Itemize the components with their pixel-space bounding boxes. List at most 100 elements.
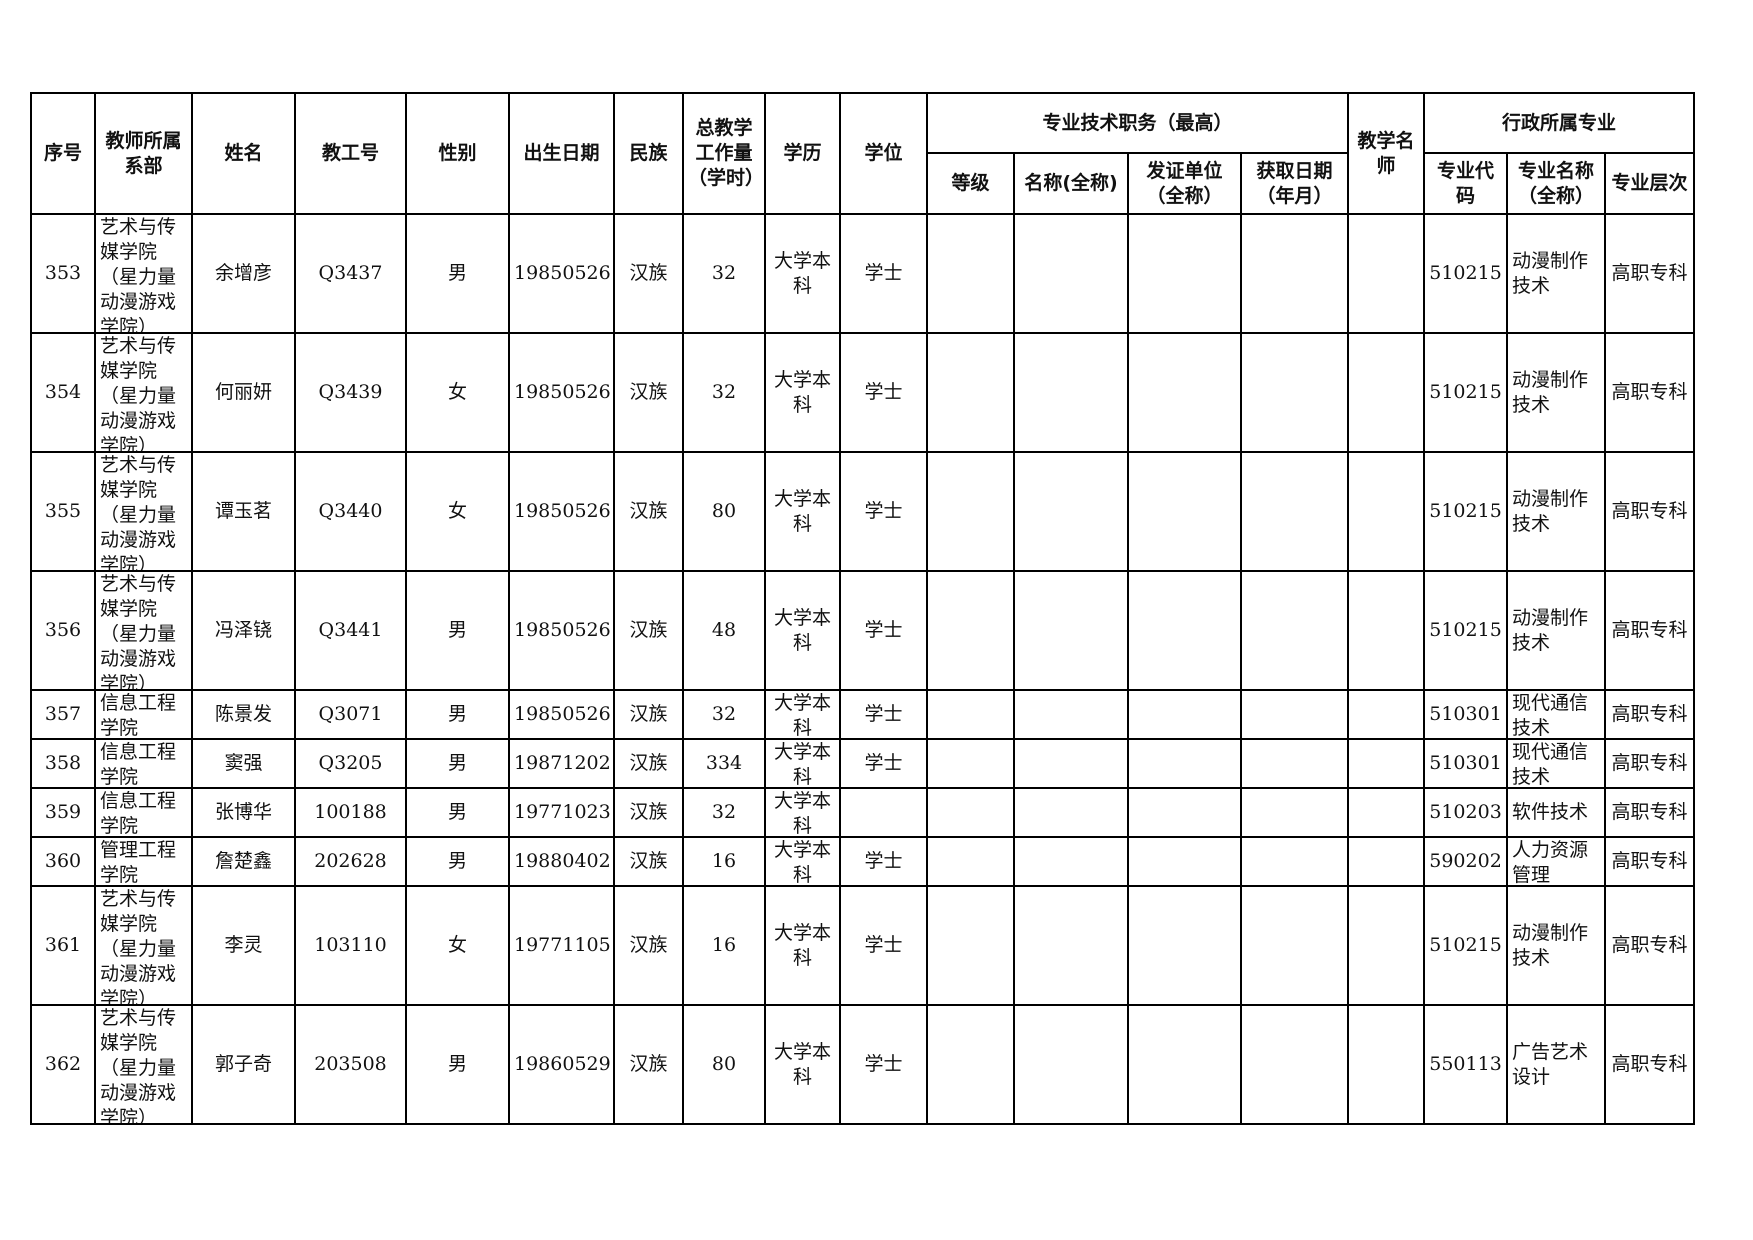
- header-birth: 出生日期: [508, 92, 615, 215]
- cell-title-level: [926, 451, 1015, 572]
- dept-text: 信息工程学院: [100, 741, 177, 787]
- education-text: 大学本科: [773, 249, 831, 297]
- cell-education: 大学本科: [764, 451, 841, 572]
- dept-text: 艺术与传媒学院（星力量动漫游戏学院）: [100, 888, 177, 1004]
- name-text: 陈景发: [214, 703, 272, 725]
- ethnicity-text: 汉族: [629, 934, 668, 956]
- cell-education: 大学本科: [764, 836, 841, 887]
- staff-id-text: Q3441: [318, 619, 383, 641]
- workload-text: 32: [711, 381, 737, 403]
- cell-major-name: 现代通信技术: [1506, 738, 1607, 789]
- cell-title-level: [926, 213, 1015, 334]
- cell-degree: 学士: [839, 332, 928, 453]
- header-dept: 教师所属系部: [94, 92, 193, 215]
- cell-title-issuer: [1127, 1004, 1242, 1125]
- cell-major-level: 高职专科: [1604, 787, 1696, 838]
- birth-text: 19771105: [514, 934, 611, 956]
- cell-gender: 男: [405, 1004, 510, 1125]
- cell-birth: 19771105: [508, 885, 615, 1006]
- cell-seq: 362: [30, 1004, 96, 1125]
- table-row: 360 管理工程学院 詹楚鑫 202628 男 19880402 汉族 16 大学本科 学士 590…: [30, 836, 1696, 887]
- cell-birth: 19850526: [508, 451, 615, 572]
- major-name-text: 现代通信技术: [1512, 692, 1589, 738]
- major-code-text: 510215: [1429, 262, 1502, 284]
- cell-major-name: 软件技术: [1506, 787, 1607, 838]
- cell-birth: 19860529: [508, 1004, 615, 1125]
- cell-staff-id: 202628: [294, 836, 407, 887]
- major-level-text: 高职专科: [1611, 262, 1688, 284]
- cell-seq: 360: [30, 836, 96, 887]
- cell-title-date: [1239, 451, 1350, 572]
- major-level-text: 高职专科: [1611, 801, 1688, 823]
- cell-famous-teacher: [1347, 213, 1426, 334]
- major-name-text: 动漫制作技术: [1512, 487, 1589, 535]
- degree-text: 学士: [864, 1053, 903, 1075]
- cell-education: 大学本科: [764, 787, 841, 838]
- staff-id-text: Q3440: [318, 500, 383, 522]
- cell-major-level: 高职专科: [1604, 332, 1696, 453]
- header-title-group: 专业技术职务（最高）: [925, 92, 1350, 154]
- staff-id-text: Q3205: [318, 752, 383, 774]
- cell-dept: 艺术与传媒学院（星力量动漫游戏学院）: [94, 570, 193, 691]
- workload-text: 32: [711, 801, 737, 823]
- ethnicity-text: 汉族: [629, 262, 668, 284]
- cell-degree: 学士: [839, 451, 928, 572]
- seq-text: 357: [44, 703, 82, 725]
- cell-name: 窦强: [191, 738, 296, 789]
- cell-title-level: [926, 570, 1015, 691]
- name-text: 谭玉茗: [214, 500, 272, 522]
- cell-famous-teacher: [1347, 451, 1426, 572]
- cell-workload: 80: [682, 451, 766, 572]
- workload-text: 16: [711, 850, 737, 872]
- cell-title-name: [1013, 570, 1129, 691]
- cell-famous-teacher: [1347, 787, 1426, 838]
- cell-workload: 32: [682, 332, 766, 453]
- workload-text: 48: [711, 619, 737, 641]
- cell-gender: 男: [405, 787, 510, 838]
- cell-seq: 359: [30, 787, 96, 838]
- major-code-text: 510215: [1429, 381, 1502, 403]
- name-text: 郭子奇: [214, 1053, 272, 1075]
- cell-major-name: 广告艺术设计: [1506, 1004, 1607, 1125]
- birth-text: 19850526: [514, 262, 611, 284]
- dept-text: 艺术与传媒学院（星力量动漫游戏学院）: [100, 573, 177, 689]
- cell-seq: 353: [30, 213, 96, 334]
- major-level-text: 高职专科: [1611, 752, 1688, 774]
- cell-title-date: [1239, 332, 1350, 453]
- cell-education: 大学本科: [764, 332, 841, 453]
- birth-text: 19850526: [514, 703, 611, 725]
- cell-degree: 学士: [839, 836, 928, 887]
- cell-title-level: [926, 836, 1015, 887]
- cell-title-issuer: [1127, 738, 1242, 789]
- cell-workload: 32: [682, 213, 766, 334]
- staff-id-text: Q3439: [318, 381, 383, 403]
- gender-text: 男: [447, 850, 467, 872]
- cell-name: 张博华: [191, 787, 296, 838]
- major-level-text: 高职专科: [1611, 381, 1688, 403]
- cell-birth: 19880402: [508, 836, 615, 887]
- degree-text: 学士: [864, 619, 903, 641]
- birth-text: 19850526: [514, 500, 611, 522]
- cell-workload: 32: [682, 787, 766, 838]
- cell-dept: 信息工程学院: [94, 738, 193, 789]
- degree-text: 学士: [864, 752, 903, 774]
- cell-gender: 女: [405, 885, 510, 1006]
- cell-dept: 信息工程学院: [94, 787, 193, 838]
- cell-degree: 学士: [839, 689, 928, 740]
- gender-text: 女: [447, 500, 467, 522]
- education-text: 大学本科: [773, 487, 831, 535]
- header-title-level: 等级: [926, 152, 1015, 215]
- cell-workload: 16: [682, 885, 766, 1006]
- cell-name: 陈景发: [191, 689, 296, 740]
- staff-id-text: 202628: [314, 850, 387, 872]
- name-text: 詹楚鑫: [214, 850, 272, 872]
- header-staff-id: 教工号: [294, 92, 407, 215]
- name-text: 李灵: [224, 934, 263, 956]
- cell-major-code: 510203: [1423, 787, 1509, 838]
- cell-major-code: 510215: [1423, 570, 1509, 691]
- cell-major-code: 510215: [1423, 885, 1509, 1006]
- cell-major-code: 550113: [1423, 1004, 1509, 1125]
- major-code-text: 510215: [1429, 934, 1502, 956]
- table-row: 356 艺术与传媒学院（星力量动漫游戏学院） 冯泽铙 Q3441 男 19850526 汉族…: [30, 570, 1696, 691]
- cell-title-issuer: [1127, 332, 1242, 453]
